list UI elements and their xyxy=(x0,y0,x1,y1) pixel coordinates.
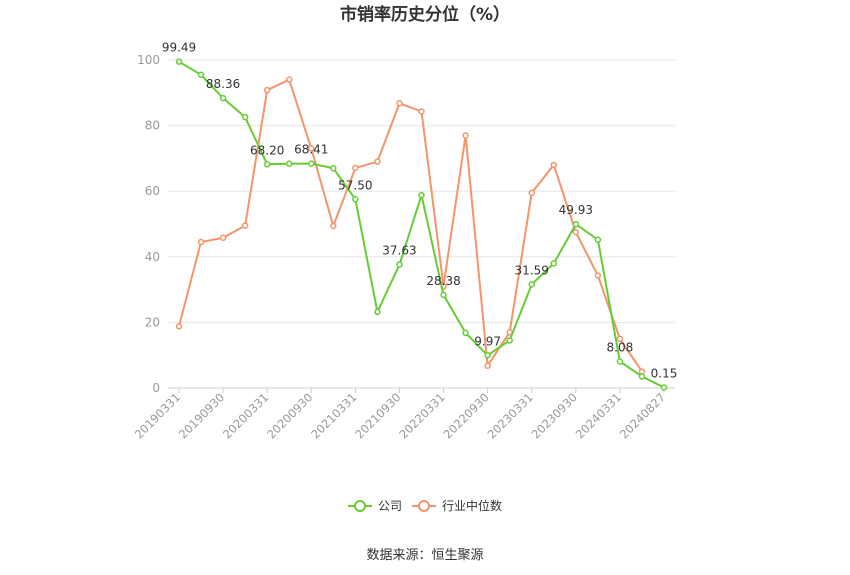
series-1-point-20190630[interactable] xyxy=(197,238,205,246)
y-tick-label: 0 xyxy=(152,381,160,395)
source-text: 数据来源：恒生聚源 xyxy=(366,548,483,563)
x-tick-label: 20230331 xyxy=(485,390,536,441)
data-label: 57.50 xyxy=(338,178,372,192)
series-0-point-20190930[interactable] xyxy=(219,94,227,102)
series-0-point-20230930[interactable] xyxy=(572,220,580,228)
series-1-point-20230930[interactable] xyxy=(572,228,580,236)
series-1-point-20230630[interactable] xyxy=(550,161,558,169)
series-0-point-20230331[interactable] xyxy=(528,281,535,288)
series-1-point-20191231[interactable] xyxy=(241,222,249,229)
y-tick-label: 80 xyxy=(145,119,160,133)
series-1-point-20200331[interactable] xyxy=(263,86,271,94)
series-0-point-20211231[interactable] xyxy=(418,191,425,199)
series-0-point-20190630[interactable] xyxy=(197,71,205,79)
series-group xyxy=(175,58,668,391)
legend[interactable]: 公司 行业中位数 xyxy=(348,498,502,513)
series-1-point-20200930[interactable] xyxy=(308,145,315,152)
series-0-point-20240827[interactable] xyxy=(660,384,668,391)
legend-industry-label: 行业中位数 xyxy=(442,498,502,513)
series-1-point-20211231[interactable] xyxy=(418,108,425,115)
data-label: 28.38 xyxy=(426,274,460,288)
y-tick-label: 100 xyxy=(137,53,160,67)
series-1-point-20220630[interactable] xyxy=(462,132,469,139)
x-tick-label: 20210331 xyxy=(308,390,359,441)
x-tick-label: 20190331 xyxy=(132,390,183,441)
series-1-point-20210630[interactable] xyxy=(374,158,381,165)
chart-title: 市销率历史分位（%） xyxy=(340,4,510,25)
x-tick-label: 20230930 xyxy=(529,390,580,441)
series-1-point-20231231[interactable] xyxy=(594,272,602,279)
data-label: 8.08 xyxy=(607,340,634,354)
series-0-point-20240630[interactable] xyxy=(638,373,646,380)
series-1-point-20190331[interactable] xyxy=(175,323,183,330)
series-1-point-20210331[interactable] xyxy=(352,164,359,172)
data-label: 99.49 xyxy=(162,41,196,55)
series-1-point-20210930[interactable] xyxy=(396,100,403,107)
series-0-point-20220630[interactable] xyxy=(462,329,469,337)
y-tick-label: 40 xyxy=(145,250,160,264)
series-1-point-20220930[interactable] xyxy=(484,362,491,369)
data-label: 9.97 xyxy=(474,334,501,348)
series-0-point-20210930[interactable] xyxy=(396,261,403,268)
series-0-point-20220930[interactable] xyxy=(484,352,491,359)
x-tick-label: 20240827 xyxy=(617,390,668,441)
grid-lines xyxy=(168,59,675,389)
x-axis: 2019033120190930202003312020093020210331… xyxy=(132,388,668,442)
x-tick-label: 20200331 xyxy=(220,390,271,441)
series-1-point-20230331[interactable] xyxy=(528,189,535,197)
legend-company-label: 公司 xyxy=(378,499,402,513)
data-label: 88.36 xyxy=(206,77,240,91)
series-0-point-20200630[interactable] xyxy=(285,160,293,167)
series-0-point-20230630[interactable] xyxy=(550,260,558,267)
series-0-point-20221231[interactable] xyxy=(506,337,513,344)
series-line-1 xyxy=(178,78,643,373)
x-tick-label: 20240331 xyxy=(573,390,624,441)
y-axis: 0 20 40 60 80 100 xyxy=(137,53,160,395)
x-tick-label: 20210930 xyxy=(352,390,403,441)
x-tick-label: 20220331 xyxy=(396,390,447,441)
series-0-point-20220331[interactable] xyxy=(440,291,447,299)
legend-company-marker xyxy=(354,500,366,512)
series-0-point-20210630[interactable] xyxy=(374,308,381,316)
legend-item-industry[interactable]: 行业中位数 xyxy=(412,498,502,513)
series-0-point-20200930[interactable] xyxy=(308,160,315,167)
series-0-point-20200331[interactable] xyxy=(263,161,271,168)
data-labels: 99.49 88.36 68.20 68.41 57.50 37.63 28.38 9.97 3… xyxy=(162,41,678,381)
legend-item-company[interactable]: 公司 xyxy=(348,499,402,513)
series-0-point-20190331[interactable] xyxy=(175,58,183,65)
legend-industry-marker xyxy=(418,500,430,512)
series-0-point-20191231[interactable] xyxy=(241,113,249,121)
data-label: 31.59 xyxy=(515,263,549,277)
y-tick-label: 20 xyxy=(145,315,160,329)
series-0-point-20231231[interactable] xyxy=(594,236,602,243)
data-label: 49.93 xyxy=(559,203,593,217)
series-1-point-20240331[interactable] xyxy=(616,335,624,343)
series-0-point-20201231[interactable] xyxy=(330,164,337,172)
x-tick-label: 20190930 xyxy=(176,390,227,441)
y-tick-label: 60 xyxy=(145,184,160,198)
x-tick-label: 20220930 xyxy=(440,390,491,441)
data-label: 68.20 xyxy=(250,143,284,157)
series-1-point-20190930[interactable] xyxy=(219,234,227,242)
series-0-point-20210331[interactable] xyxy=(352,196,359,203)
data-label: 0.15 xyxy=(651,367,678,381)
series-1-point-20200630[interactable] xyxy=(285,76,293,83)
x-tick-label: 20200930 xyxy=(264,390,315,441)
data-label: 68.41 xyxy=(294,143,328,157)
series-1-point-20201231[interactable] xyxy=(330,222,337,230)
series-0-point-20240331[interactable] xyxy=(616,358,624,365)
data-label: 37.63 xyxy=(382,244,416,258)
